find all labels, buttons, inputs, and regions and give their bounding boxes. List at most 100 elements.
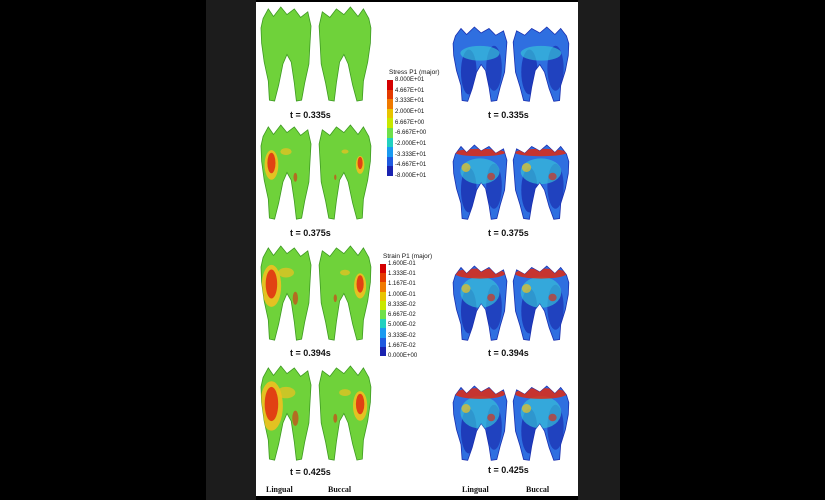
stress-spot: [333, 294, 337, 303]
stress-spot: [280, 148, 292, 156]
strain-time-label-2: t = 0.375s: [488, 228, 529, 238]
stress-legend-label: -3.333E+01: [395, 151, 427, 158]
strain-lingual-label: Lingual: [462, 485, 489, 494]
stress-swatch: [387, 89, 393, 100]
stress-time-label-3: t = 0.394s: [290, 348, 331, 358]
strain-legend-label: 1.167E-01: [388, 281, 416, 288]
stress-legend-label: 2.000E+01: [395, 109, 425, 115]
stress-spot: [333, 413, 338, 423]
strain-spot: [521, 404, 532, 413]
stress-time-label-2: t = 0.375s: [290, 228, 331, 238]
strain-spot: [454, 268, 506, 279]
strain-swatch: [380, 310, 386, 320]
stress-spot: [292, 291, 299, 305]
strain-legend-label: 8.333E-02: [388, 301, 416, 308]
stress-spot: [339, 389, 351, 397]
strain-legend-title: Strain P1 (major): [383, 253, 433, 260]
strain-spot: [460, 49, 477, 95]
strain-spot: [461, 284, 471, 293]
strain-spot: [487, 172, 496, 181]
stress-tooth: [318, 245, 372, 341]
stress-swatch: [387, 166, 393, 177]
stress-spot: [334, 174, 337, 180]
stress-spot: [293, 172, 298, 182]
strain-hotspots: [520, 45, 564, 95]
stress-spot: [340, 269, 350, 276]
strain-hotspots: [454, 388, 506, 454]
strain-time-label-3: t = 0.394s: [488, 348, 529, 358]
stress-tooth: [318, 365, 372, 461]
stress-spot: [267, 152, 276, 174]
stress-legend-title: Stress P1 (major): [389, 69, 440, 76]
stress-hotspots: [334, 149, 365, 180]
strain-legend-label: 1.333E-01: [388, 271, 416, 278]
stress-buccal-label: Buccal: [328, 485, 352, 494]
stress-tooth: [260, 124, 312, 220]
strain-spot: [454, 388, 506, 399]
strain-spot: [461, 163, 471, 172]
stress-hotspots: [264, 148, 298, 182]
stress-hotspots: [333, 269, 367, 303]
stress-spot: [355, 393, 365, 415]
strain-spot: [521, 284, 532, 293]
stress-color-bar: [387, 80, 393, 177]
strain-legend-label: 6.667E-02: [388, 312, 416, 319]
stress-swatch: [387, 156, 393, 167]
strain-color-bar: [380, 264, 386, 357]
strain-swatch: [380, 273, 386, 283]
figure: Stress P1 (major) 8.000E+01 4.667E+01 3.33…: [256, 2, 578, 496]
stress-swatch: [387, 118, 393, 129]
stress-spot: [265, 269, 278, 299]
strain-swatch: [380, 300, 386, 311]
stress-swatch: [387, 80, 393, 91]
stress-legend-label: -4.667E+01: [395, 162, 427, 169]
stress-time-label-1: t = 0.335s: [290, 110, 331, 120]
stress-spot: [356, 275, 364, 293]
strain-spot: [548, 413, 557, 422]
stress-spot: [276, 386, 296, 399]
stress-spot: [341, 149, 349, 154]
stress-hotspots: [261, 264, 299, 307]
strain-spot: [460, 45, 500, 61]
stress-swatch: [387, 147, 393, 158]
strain-legend-label: 1.667E-02: [388, 342, 416, 349]
strain-spot: [514, 268, 568, 279]
strain-legend-label: 1.000E-01: [388, 291, 416, 298]
strain-spot: [521, 163, 532, 172]
stress-legend-label: -6.667E+00: [395, 130, 427, 137]
stress-spot: [264, 386, 279, 422]
strain-swatch: [380, 264, 386, 274]
stress-spot: [292, 410, 299, 426]
strain-swatch: [380, 328, 386, 339]
stress-legend-label: 4.667E+01: [395, 87, 425, 94]
strain-hotspots: [460, 45, 502, 95]
stress-legend-label: 8.000E+01: [395, 77, 425, 83]
stress-tooth: [318, 6, 372, 102]
strain-swatch: [380, 319, 386, 329]
stress-spot: [357, 156, 363, 170]
strain-spot: [520, 45, 562, 61]
tooth-contour-plots: [260, 6, 570, 461]
strain-legend-label: 3.333E-02: [388, 332, 416, 339]
stress-swatch: [387, 99, 393, 110]
stress-tooth: [318, 124, 372, 220]
stress-legend-label: 3.333E+01: [395, 98, 425, 105]
stress-lingual-label: Lingual: [266, 485, 293, 494]
strain-swatch: [380, 291, 386, 302]
strain-legend-label: 1.600E-01: [388, 261, 416, 267]
stress-swatch: [387, 108, 393, 119]
stress-legend-label: 6.667E+00: [395, 119, 425, 126]
stress-hotspots: [333, 389, 368, 423]
strain-time-label-4: t = 0.425s: [488, 465, 529, 475]
stress-spot: [278, 267, 294, 278]
stress-hotspots: [261, 381, 299, 431]
stress-swatch: [387, 128, 393, 139]
stress-time-label-4: t = 0.425s: [290, 467, 331, 477]
strain-buccal-label: Buccal: [526, 485, 550, 494]
strain-spot: [461, 404, 471, 413]
strain-swatch: [380, 346, 386, 357]
stress-legend-label: -8.000E+01: [395, 173, 427, 179]
strain-spot: [487, 413, 496, 422]
strain-spot: [514, 388, 568, 399]
